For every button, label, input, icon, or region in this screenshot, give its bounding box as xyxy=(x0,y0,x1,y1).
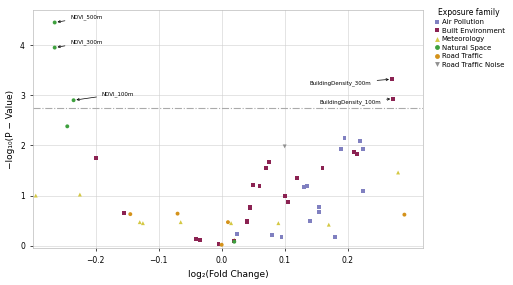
Point xyxy=(388,77,396,82)
Point xyxy=(243,218,251,223)
Point xyxy=(278,235,286,239)
Point xyxy=(224,220,232,225)
Point xyxy=(319,166,327,170)
Text: NDVI_100m: NDVI_100m xyxy=(77,91,134,101)
Point xyxy=(293,176,301,180)
Point xyxy=(341,136,349,140)
Point xyxy=(315,204,323,209)
Point xyxy=(353,152,361,156)
Text: BuildingDensity_100m: BuildingDensity_100m xyxy=(319,98,389,105)
Point xyxy=(255,183,264,188)
Point xyxy=(51,20,59,25)
Point xyxy=(76,192,84,197)
Point xyxy=(303,183,311,188)
Point xyxy=(325,222,333,227)
Point xyxy=(315,209,323,214)
Point xyxy=(306,218,314,223)
Point xyxy=(246,206,254,210)
Point xyxy=(350,150,358,155)
Point xyxy=(246,204,254,209)
Point xyxy=(284,199,292,204)
Y-axis label: −log₁₀(P − Value): −log₁₀(P − Value) xyxy=(6,89,14,169)
Point xyxy=(233,232,242,237)
Point xyxy=(218,243,226,247)
Point xyxy=(214,241,223,246)
Point xyxy=(359,188,367,193)
Point xyxy=(394,170,402,175)
X-axis label: log₂(Fold Change): log₂(Fold Change) xyxy=(188,270,268,280)
Point xyxy=(300,184,308,189)
Point xyxy=(268,233,276,237)
Point xyxy=(63,124,71,129)
Point xyxy=(274,221,283,225)
Point xyxy=(230,237,239,242)
Point xyxy=(120,211,128,215)
Point xyxy=(139,221,147,225)
Text: NDVI_300m: NDVI_300m xyxy=(58,39,103,48)
Point xyxy=(359,147,367,151)
Point xyxy=(32,193,40,198)
Point xyxy=(227,221,235,225)
Point xyxy=(400,212,408,217)
Point xyxy=(265,160,273,164)
Point xyxy=(126,212,134,216)
Text: NDVI_500m: NDVI_500m xyxy=(58,14,103,23)
Point xyxy=(243,219,251,224)
Point xyxy=(91,156,100,160)
Point xyxy=(176,220,185,225)
Point xyxy=(281,144,289,149)
Point xyxy=(135,220,144,225)
Text: BuildingDensity_300m: BuildingDensity_300m xyxy=(310,79,388,86)
Point xyxy=(192,237,201,241)
Point xyxy=(230,239,239,244)
Point xyxy=(173,211,182,216)
Point xyxy=(230,239,239,243)
Legend: Air Pollution, Built Environment, Meteorology, Natural Space, Road Traffic, Road: Air Pollution, Built Environment, Meteor… xyxy=(431,5,507,70)
Point xyxy=(195,238,204,243)
Point xyxy=(51,45,59,50)
Point xyxy=(356,139,364,144)
Point xyxy=(337,147,345,152)
Point xyxy=(69,98,77,103)
Point xyxy=(262,166,270,170)
Point xyxy=(249,183,258,187)
Point xyxy=(331,235,339,239)
Point xyxy=(281,193,289,198)
Point xyxy=(389,96,397,101)
